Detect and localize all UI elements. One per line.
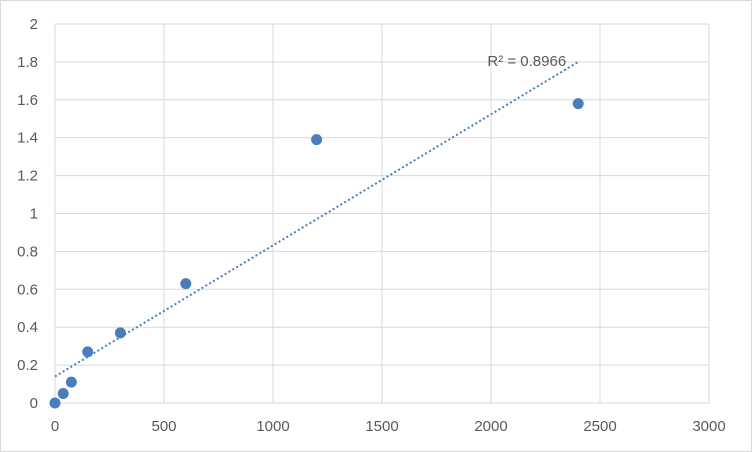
y-tick-label-8: 1.6 <box>17 92 38 109</box>
x-tick-label-6: 3000 <box>692 418 725 435</box>
x-tick-label-5: 2500 <box>583 418 616 435</box>
y-tick-label-9: 1.8 <box>17 54 38 71</box>
data-point-0 <box>49 397 61 409</box>
data-point-3 <box>82 346 94 358</box>
y-tick-label-5: 1 <box>30 206 38 223</box>
data-point-7 <box>572 98 584 110</box>
y-tick-label-1: 0.2 <box>17 357 38 374</box>
data-points <box>49 98 584 409</box>
y-tick-label-6: 1.2 <box>17 168 38 185</box>
trendline <box>54 61 579 378</box>
x-tick-label-1: 500 <box>151 418 176 435</box>
x-tick-label-3: 1500 <box>365 418 398 435</box>
y-tick-label-4: 0.8 <box>17 243 38 260</box>
data-point-5 <box>180 278 192 290</box>
y-tick-label-0: 0 <box>30 395 38 412</box>
gridlines <box>54 23 710 404</box>
y-tick-label-2: 0.4 <box>17 319 38 336</box>
data-point-2 <box>65 376 77 388</box>
data-point-6 <box>311 134 323 146</box>
data-point-1 <box>57 388 69 400</box>
trendline-group <box>54 61 579 378</box>
data-point-4 <box>114 327 126 339</box>
y-axis-tick-labels: 0 0.2 0.4 0.6 0.8 1 1.2 1.4 1.6 1.8 2 <box>17 16 38 412</box>
y-tick-label-7: 1.4 <box>17 130 38 147</box>
x-tick-label-4: 2000 <box>474 418 507 435</box>
r-squared-label: R² = 0.8966 <box>487 53 566 70</box>
x-tick-label-0: 0 <box>51 418 59 435</box>
y-tick-label-10: 2 <box>30 16 38 33</box>
x-axis-tick-labels: 0 500 1000 1500 2000 2500 3000 <box>51 418 726 435</box>
x-tick-label-2: 1000 <box>256 418 289 435</box>
y-tick-label-3: 0.6 <box>17 281 38 298</box>
